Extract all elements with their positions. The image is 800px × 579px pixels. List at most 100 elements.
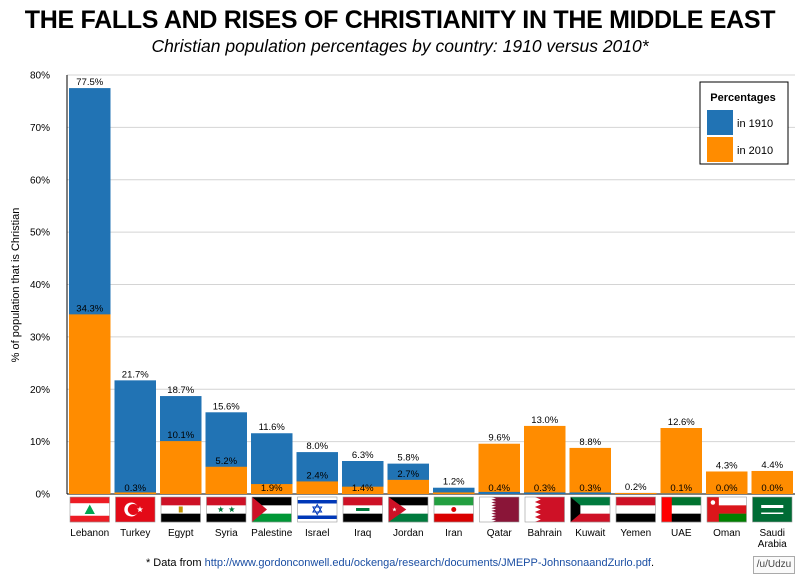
x-tick-label: Egypt	[168, 528, 194, 539]
y-axis-label: % of population that is Christian	[10, 208, 22, 363]
data-label-1910: 0.2%	[625, 482, 647, 493]
oman-flag-icon	[706, 496, 747, 523]
data-label-2010: 9.6%	[488, 433, 510, 444]
y-tick-label: 60%	[30, 175, 50, 186]
bar-2010	[706, 471, 748, 494]
data-label-1910: 15.6%	[213, 401, 240, 412]
jordan-flag-icon	[388, 496, 429, 523]
data-label-2010: 0.3%	[124, 483, 146, 494]
bar-chart: 0% 10% 20% 30% 40% 50% 60% 70% 80% 77.5% 34.3% 21.…	[10, 71, 795, 550]
bar-2010	[433, 492, 475, 494]
data-label-1910: 0.0%	[716, 483, 738, 494]
data-label-1910: 8.0%	[306, 441, 328, 452]
egypt-flag-icon	[160, 496, 201, 523]
bar-2010	[296, 481, 338, 494]
x-tick-label: Lebanon	[70, 528, 109, 539]
data-label-2010: 10.1%	[167, 430, 194, 441]
data-label-1910: 0.3%	[534, 483, 556, 494]
turkey-flag-icon	[115, 496, 156, 523]
data-label-2010: 2.7%	[397, 469, 419, 480]
bar-2010	[114, 492, 156, 494]
bahrain-flag-icon	[524, 496, 565, 523]
qatar-flag-icon	[479, 496, 520, 523]
bar-2010	[660, 428, 702, 494]
bar-2010	[524, 425, 566, 494]
footnote-prefix: * Data from	[145, 557, 205, 569]
bars	[69, 88, 793, 494]
y-tick-label: 30%	[30, 332, 50, 343]
bar-2010	[251, 484, 293, 494]
x-tick-label: Saudi	[759, 528, 785, 539]
data-label-1910: 1.2%	[443, 477, 465, 488]
palestine-flag-icon	[251, 496, 292, 523]
bar-1910	[478, 491, 520, 494]
x-tick-label: UAE	[671, 528, 692, 539]
data-label-2010: 4.3%	[716, 460, 738, 471]
y-tick-label: 40%	[30, 280, 50, 291]
data-label-1910: 18.7%	[167, 385, 194, 396]
bar-2010	[69, 314, 111, 494]
bar-2010	[569, 447, 611, 494]
bar-1910	[524, 492, 566, 494]
bar-2010	[615, 492, 657, 494]
x-tick-label: Bahrain	[528, 528, 562, 539]
uae-flag-icon	[661, 496, 702, 523]
lebanon-flag-icon	[69, 496, 110, 523]
data-label-2010: 8.8%	[579, 437, 601, 448]
data-label-1910: 0.4%	[488, 483, 510, 494]
data-label-2010: 13.0%	[531, 415, 558, 426]
bar-2010	[205, 466, 247, 494]
bar-2010	[478, 443, 520, 494]
bar-2010	[160, 441, 202, 494]
y-tick-label: 70%	[30, 123, 50, 134]
legend-label-1910: in 1910	[737, 118, 773, 130]
iraq-flag-icon	[342, 496, 383, 523]
country-flags	[69, 496, 793, 523]
legend-swatch-2010	[707, 137, 733, 162]
data-label-1910: 77.5%	[76, 77, 103, 88]
x-tick-label: Arabia	[758, 539, 787, 550]
y-tick-label: 0%	[36, 490, 51, 501]
saudi-arabia-flag-icon	[752, 496, 793, 523]
data-label-1910: 0.3%	[579, 483, 601, 494]
data-label-1910: 0.1%	[670, 483, 692, 494]
data-label-1910: 21.7%	[122, 369, 149, 380]
x-tick-label: Qatar	[487, 528, 513, 539]
x-tick-label: Jordan	[393, 528, 424, 539]
x-tick-label: Syria	[215, 528, 238, 539]
data-label-2010: 12.6%	[668, 417, 695, 428]
israel-flag-icon	[297, 496, 338, 523]
data-label-2010: 1.9%	[261, 483, 283, 494]
data-label-2010: 4.4%	[761, 460, 783, 471]
bar-2010	[387, 479, 429, 494]
iran-flag-icon	[433, 496, 474, 523]
legend-swatch-1910	[707, 110, 733, 135]
x-tick-label: Iran	[445, 528, 462, 539]
y-tick-label: 20%	[30, 385, 50, 396]
legend: Percentages in 1910 in 2010	[699, 81, 789, 165]
bar-1910	[114, 380, 156, 494]
y-tick-label: 50%	[30, 228, 50, 239]
data-label-2010: 5.2%	[215, 456, 237, 467]
x-tick-label: Oman	[713, 528, 740, 539]
syria-flag-icon	[206, 496, 247, 523]
chart-subtitle: Christian population percentages by coun…	[151, 36, 649, 56]
data-label-1910: 6.3%	[352, 450, 374, 461]
credit-badge: /u/Udzu	[753, 556, 795, 574]
x-tick-label: Turkey	[120, 528, 150, 539]
data-label-2010: 1.4%	[352, 483, 374, 494]
y-tick-label: 80%	[30, 71, 50, 82]
bar-2010	[342, 486, 384, 494]
bar-1910	[251, 433, 293, 494]
source-link[interactable]: http://www.gordonconwell.edu/ockenga/res…	[204, 557, 651, 569]
bar-2010	[751, 470, 793, 494]
data-label-1910: 5.8%	[397, 453, 419, 464]
bar-1910	[569, 492, 611, 494]
x-tick-label: Israel	[305, 528, 329, 539]
data-label-1910: 0.0%	[761, 483, 783, 494]
data-label-1910: 11.6%	[259, 422, 286, 433]
x-tick-label: Kuwait	[575, 528, 605, 539]
data-label-2010: 2.4%	[306, 470, 328, 481]
kuwait-flag-icon	[570, 496, 611, 523]
x-tick-label: Iraq	[354, 528, 371, 539]
